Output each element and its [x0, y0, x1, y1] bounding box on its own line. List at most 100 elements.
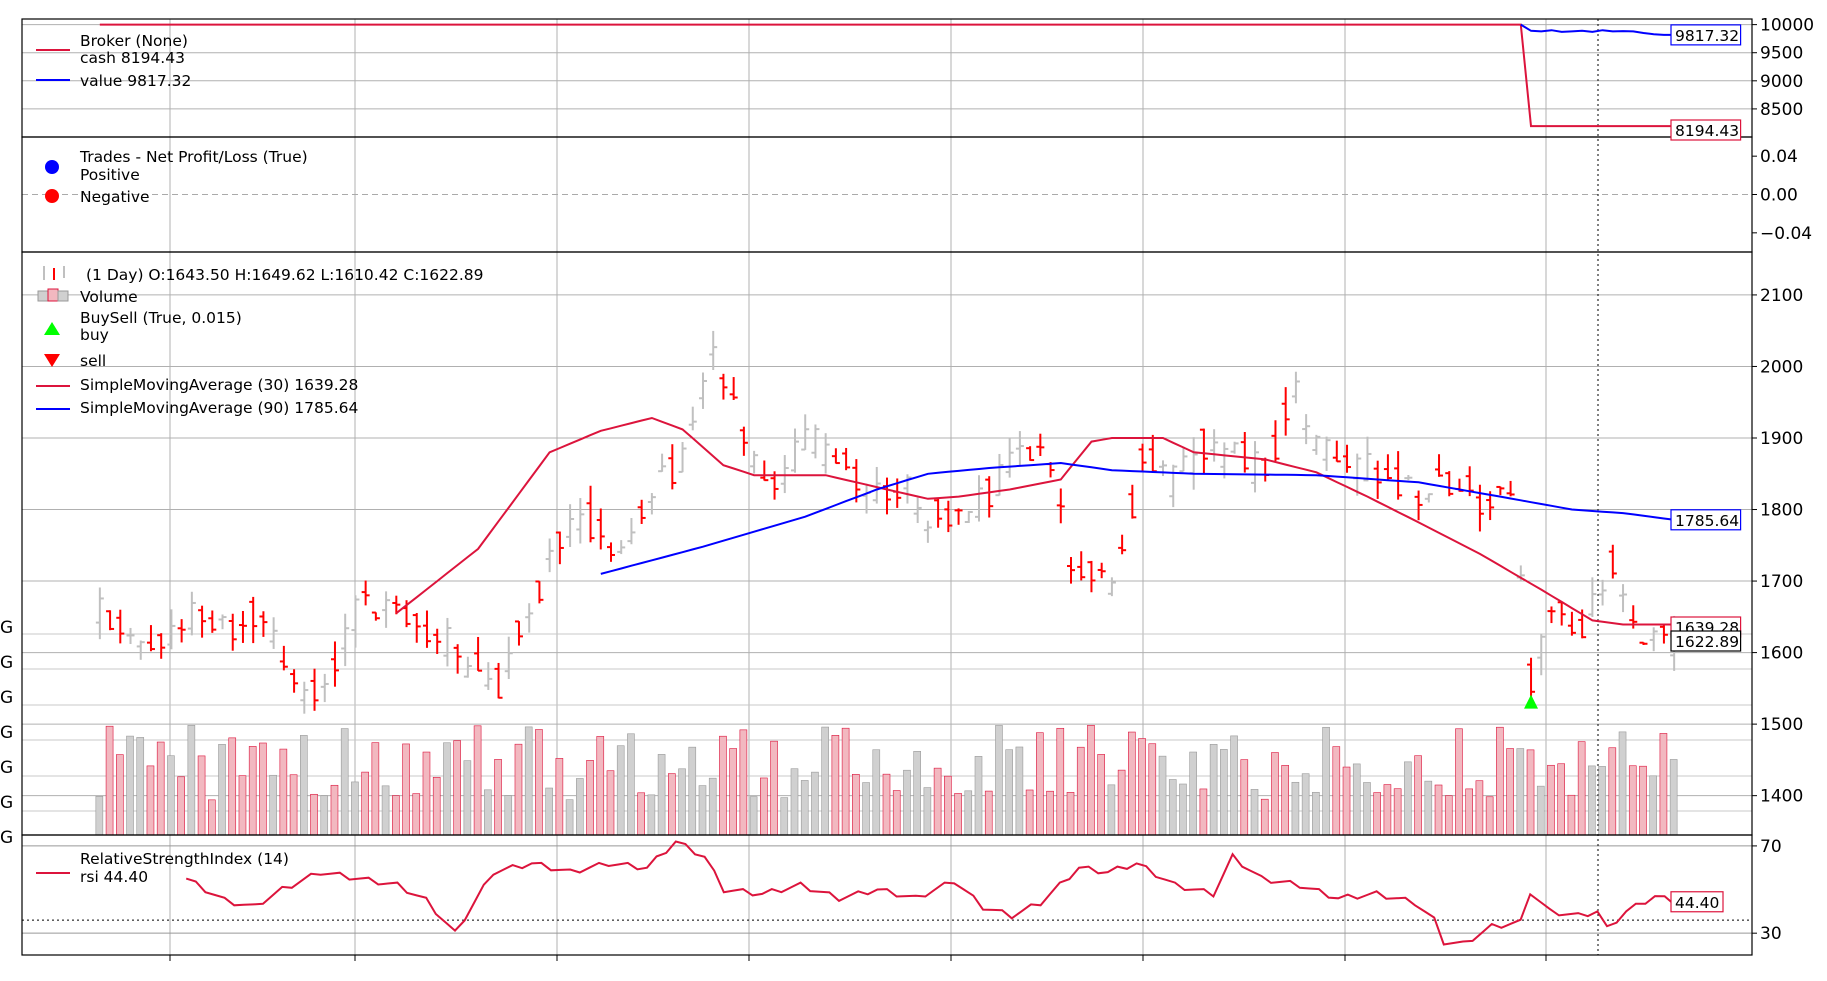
volume-bar [862, 782, 870, 836]
volume-bar [831, 735, 840, 836]
volume-bar [954, 793, 962, 836]
legend-volume: Volume [80, 288, 138, 306]
broker-cash-line [99, 23, 1675, 128]
legend-buy: buy [80, 326, 109, 344]
volume-bar [340, 728, 349, 836]
volume-bar [749, 796, 758, 836]
panel-frame-price [21, 251, 1753, 836]
volume-bar [289, 774, 298, 836]
legend-positive-dot [45, 160, 59, 174]
volume-bar [606, 770, 615, 836]
volume-bar [1424, 780, 1433, 836]
y-tick-label: 1800 [1760, 501, 1803, 521]
legend-sma30: SimpleMovingAverage (30) 1639.28 [80, 376, 358, 394]
volume-bar [1015, 746, 1024, 836]
volume-bar [197, 755, 206, 836]
y-tick-label: 1900 [1760, 429, 1803, 449]
volume-bar [392, 795, 400, 836]
volume-bar [1465, 788, 1473, 836]
value-label-text: 44.40 [1675, 894, 1719, 912]
volume-bars [95, 724, 1678, 836]
volume-bar [1312, 791, 1320, 836]
volume-bar [984, 790, 993, 836]
y-tick-label: 0.00 [1760, 186, 1798, 206]
legend-rsi-title: RelativeStrengthIndex (14) [80, 850, 289, 868]
volume-bar [310, 793, 318, 836]
volume-bar [1455, 728, 1463, 836]
volume-bar [637, 792, 645, 836]
volume-bar [1598, 766, 1606, 836]
volume-bar [177, 776, 185, 836]
volume-bar [739, 729, 748, 836]
volume-bar [371, 742, 380, 836]
volume-bar [136, 737, 145, 836]
volume-bar [381, 785, 390, 836]
buy-marker [1524, 694, 1539, 709]
volume-bar [882, 773, 891, 836]
volume-bar [1547, 764, 1555, 836]
y-tick-label: 8500 [1760, 100, 1803, 120]
volume-bar [412, 793, 421, 836]
volume-bar [351, 781, 359, 836]
volume-bar [872, 749, 881, 836]
legend-buysell-title: BuySell (True, 0.015) [80, 309, 242, 327]
value-label-box [1670, 891, 1724, 913]
volume-bar [208, 799, 216, 836]
volume-bar [1005, 749, 1013, 836]
volume-tick-label: G [0, 758, 13, 778]
volume-bar [95, 795, 104, 836]
volume-bar [432, 776, 441, 836]
volume-bar [105, 725, 114, 836]
volume-bar [800, 780, 809, 836]
volume-bar [688, 746, 697, 836]
volume-bar [146, 765, 155, 836]
value-label-text: 1622.89 [1675, 633, 1739, 651]
volume-bar [1404, 761, 1412, 836]
volume-bar [1588, 765, 1596, 836]
volume-bar [565, 799, 574, 836]
volume-bar [1618, 731, 1627, 836]
sma90-line [600, 461, 1675, 575]
volume-bar [535, 729, 543, 836]
volume-bar [1066, 792, 1075, 836]
volume-bar [852, 773, 860, 836]
value-label-box [1670, 509, 1742, 531]
volume-tick-label: G [0, 828, 13, 848]
panel-frames [21, 18, 1753, 956]
volume-bar [1669, 759, 1678, 836]
volume-bar [259, 742, 267, 836]
volume-bar [596, 736, 605, 836]
volume-bar [1056, 727, 1065, 836]
volume-bar [453, 740, 461, 836]
volume-bar [1659, 733, 1668, 836]
legend-buy-triangle [44, 322, 60, 335]
volume-bar [1485, 796, 1494, 836]
volume-bar [1189, 751, 1197, 836]
volume-bar [1342, 766, 1351, 836]
legend-ohlc: (1 Day) O:1643.50 H:1649.62 L:1610.42 C:… [86, 266, 484, 284]
panel-frame-rsi [21, 834, 1753, 956]
sma30-line [395, 416, 1675, 626]
volume-bar [616, 745, 625, 836]
volume-bar [1107, 784, 1116, 836]
volume-bar [576, 778, 584, 836]
volume-bar [228, 737, 237, 836]
volume-bar [330, 784, 339, 836]
volume-bar [1516, 748, 1525, 836]
panel-frame-broker [21, 18, 1753, 138]
volume-bar [218, 744, 226, 836]
legend-rsi-value: rsi 44.40 [80, 868, 148, 886]
volume-bar [1036, 732, 1044, 836]
volume-bar [1291, 781, 1300, 836]
volume-bar [1158, 755, 1167, 836]
volume-bar [167, 755, 175, 836]
volume-bar [126, 735, 134, 836]
volume-bar [1639, 765, 1647, 836]
volume-bar [320, 795, 329, 836]
volume-bar [678, 768, 686, 836]
volume-bar [841, 727, 850, 836]
volume-bar [1117, 769, 1126, 836]
volume-bar [913, 751, 921, 836]
y-tick-label: 30 [1760, 924, 1782, 944]
